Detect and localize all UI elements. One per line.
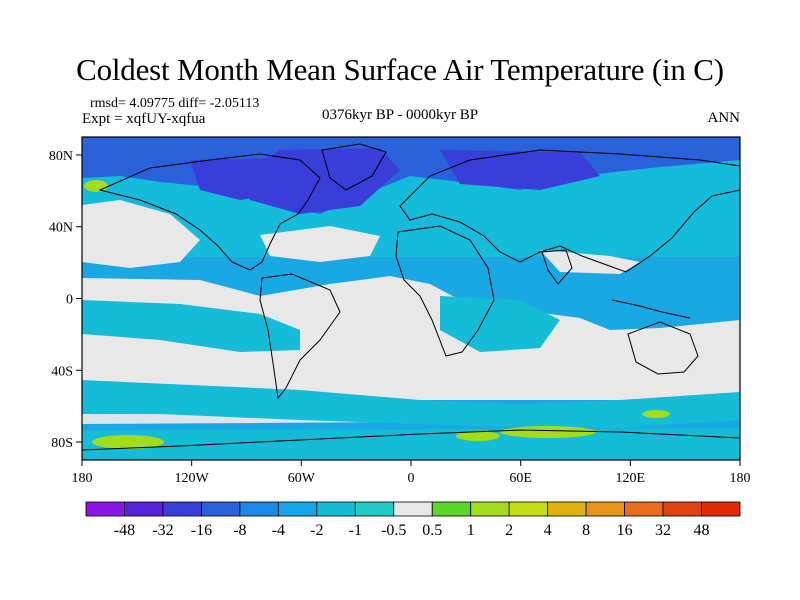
colorbar-swatch: [354, 501, 395, 517]
colorbar-label: 48: [694, 522, 710, 539]
time-period-label: 0376kyr BP - 0000kyr BP: [322, 107, 479, 123]
colorbar-swatch: [162, 501, 202, 517]
colorbar-label: 0.5: [422, 522, 442, 539]
y-tick-label: 40N: [49, 221, 73, 236]
colorbar-swatch: [547, 501, 587, 517]
colorbar-label: -48: [114, 522, 135, 539]
x-tick-label: 60E: [509, 471, 532, 486]
colorbar-swatch: [508, 501, 549, 517]
colorbar-swatch: [316, 501, 356, 517]
x-tick-label: 180: [730, 471, 751, 486]
temperature-field: [82, 137, 740, 460]
colorbar-swatch: [277, 501, 318, 517]
y-tick-label: 80N: [49, 149, 73, 164]
y-tick-label: 80S: [51, 436, 73, 451]
x-tick-label: 180: [72, 471, 93, 486]
colorbar-label: 32: [655, 522, 671, 539]
colorbar-swatch: [239, 501, 279, 517]
colorbar-swatch: [201, 501, 241, 517]
x-tick-label: 120E: [616, 471, 646, 486]
y-tick-label: 40S: [51, 364, 73, 379]
colorbar-swatch: [85, 501, 125, 517]
colorbar-label: 4: [544, 522, 552, 539]
colorbar-label: 16: [617, 522, 633, 539]
colorbar-swatch: [624, 501, 664, 517]
colorbar-swatch: [124, 501, 164, 517]
season-label: ANN: [707, 110, 741, 126]
colorbar-swatch: [393, 501, 433, 517]
colorbar-swatch: [470, 501, 510, 517]
colorbar-label: -4: [272, 522, 285, 539]
x-tick-label: 120W: [175, 471, 210, 486]
colorbar-label: -2: [310, 522, 323, 539]
colorbar-swatch: [701, 501, 741, 517]
colorbar-label: -32: [152, 522, 173, 539]
colorbar-swatch: [662, 501, 702, 517]
colorbar-label: 2: [505, 522, 513, 539]
colorbar-swatch: [431, 501, 472, 517]
x-tick-label: 0: [408, 471, 415, 486]
experiment-label: Expt = xqfUY-xqfua: [82, 111, 206, 127]
colorbar-label: -1: [349, 522, 362, 539]
rmsd-diff-stats: rmsd= 4.09775 diff= -2.05113: [90, 96, 260, 111]
y-tick-label: 0: [66, 293, 73, 308]
colorbar-label: -0.5: [381, 522, 406, 539]
colorbar-label: -16: [191, 522, 212, 539]
colorbar-label: 1: [467, 522, 475, 539]
colorbar-label: 8: [582, 522, 590, 539]
map-title: Coldest Month Mean Surface Air Temperatu…: [76, 52, 724, 87]
coastlines: [82, 143, 740, 451]
colorbar-label: -8: [233, 522, 246, 539]
x-tick-label: 60W: [288, 471, 316, 486]
colorbar-swatch: [585, 501, 625, 517]
